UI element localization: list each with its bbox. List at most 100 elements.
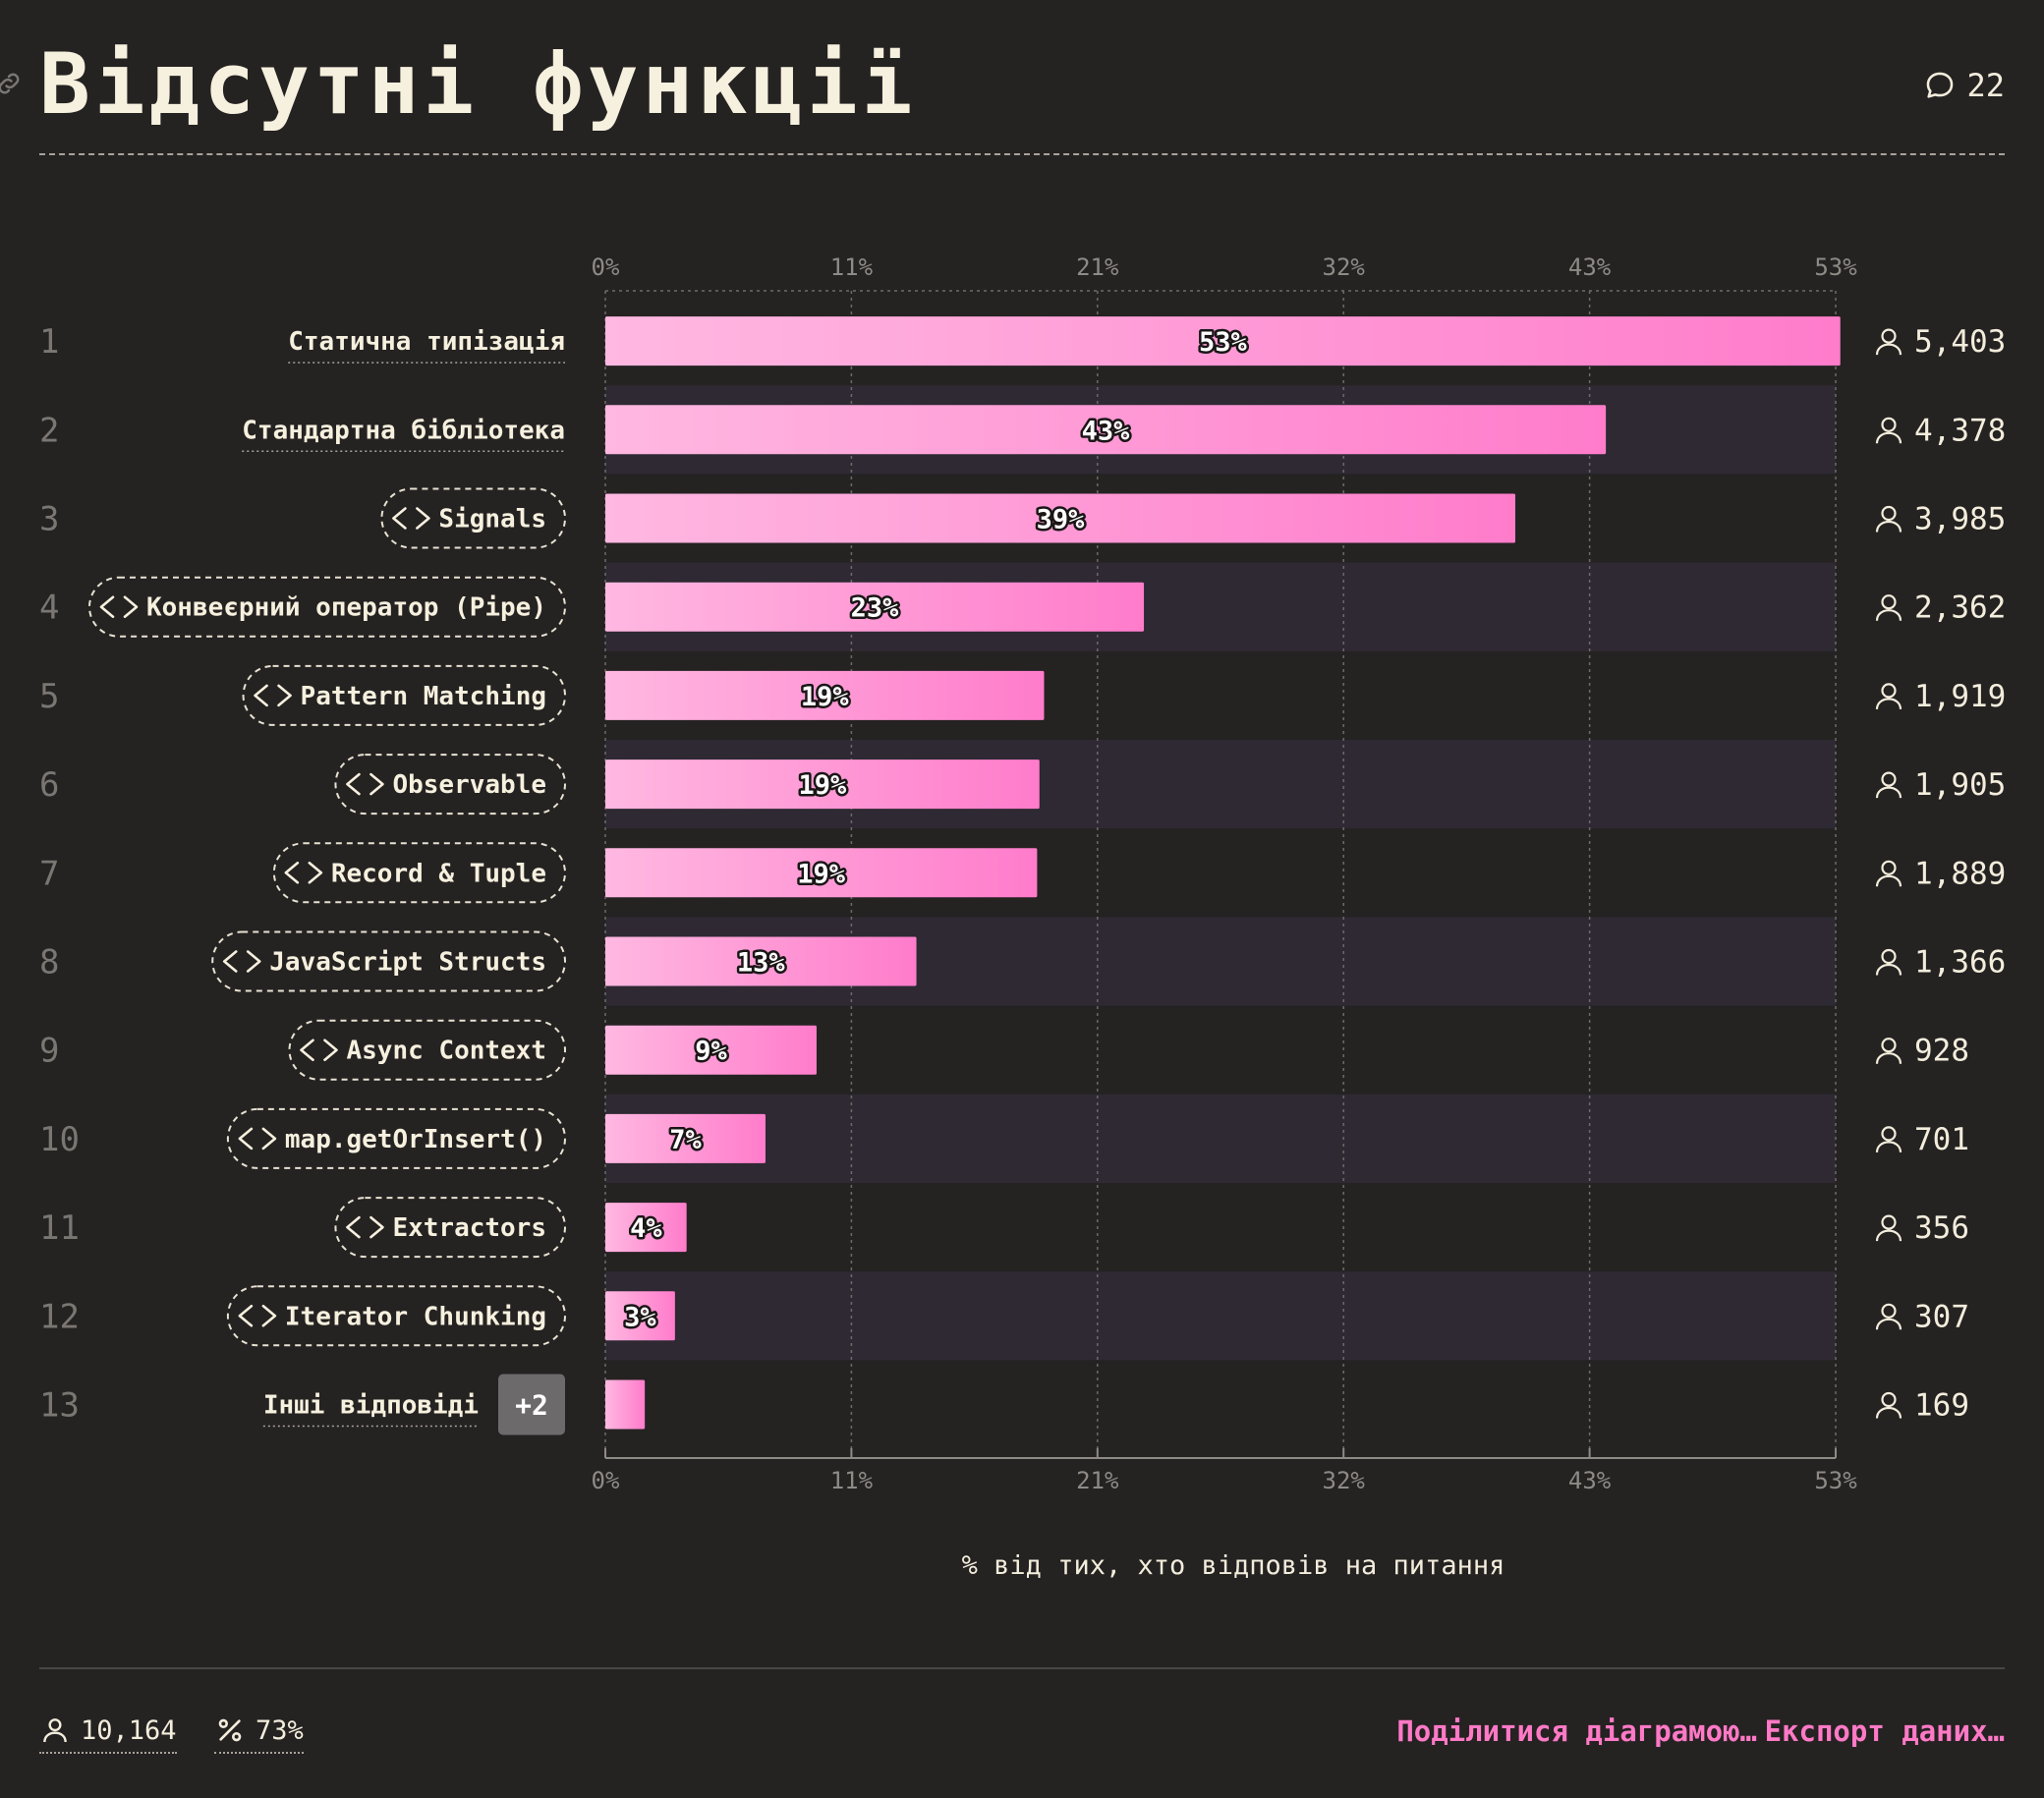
bar-value-label: 53% [1199,327,1248,358]
category-label: Інші відповіді [263,1391,479,1421]
bar [605,582,1145,632]
category-label: map.getOrInsert() [285,1125,546,1154]
code-icon [238,1305,277,1327]
x-tick-label-top: 11% [830,253,874,281]
bar [605,493,1516,543]
response-count: 1,905 [1914,767,2006,803]
page-title: Відсутні функції [39,35,917,134]
x-tick-label-bottom: 21% [1076,1467,1119,1494]
bar [605,936,917,986]
row-stripe [605,1271,1836,1361]
rank-number: 12 [39,1297,80,1336]
feature-pill [88,576,566,638]
category-label: Статична типізація [288,327,565,357]
rank-number: 6 [39,765,59,805]
category-label: Record & Tuple [331,859,546,888]
code-icon [346,1215,384,1239]
comments-button[interactable]: 22 [1923,67,2005,104]
category-label: Async Context [347,1037,547,1066]
rank-number: 13 [39,1386,80,1426]
bar [605,759,1040,810]
code-icon [300,1039,338,1061]
code-icon [254,684,292,707]
footer-divider [39,1667,2005,1669]
x-tick-label-bottom: 0% [592,1467,620,1494]
user-icon [1875,948,1902,976]
response-count: 928 [1914,1034,1969,1069]
response-count: 701 [1914,1122,1969,1157]
user-icon [1875,860,1902,887]
user-icon [43,1718,67,1743]
x-tick-label-top: 21% [1076,253,1119,281]
feature-pill [288,1019,566,1081]
respondents-stat[interactable]: 10,164 [39,1714,177,1754]
respondents-count: 10,164 [81,1714,177,1746]
bar-value-label: 19% [797,859,846,889]
x-tick-label-bottom: 53% [1814,1467,1857,1494]
x-axis-label: % від тих, хто відповів на питання [961,1550,1505,1581]
user-icon [1875,1391,1902,1419]
bar [605,1379,646,1430]
feature-pill [211,930,566,992]
share-chart-link[interactable]: Поділитися діаграмою… [1396,1714,1757,1748]
x-tick-label-top: 53% [1814,253,1857,281]
rank-number: 10 [39,1120,80,1159]
user-icon [1875,417,1902,444]
response-count: 307 [1914,1299,1969,1334]
rank-number: 11 [39,1208,80,1248]
category-label: Стандартна бібліотека [242,416,565,445]
rank-number: 9 [39,1032,59,1071]
bar-value-label: 3% [624,1302,656,1332]
response-count: 5,403 [1914,324,2006,360]
bar-value-label: 43% [1082,416,1131,446]
feature-pill [242,664,566,726]
feature-pill [226,1285,566,1347]
category-label: Extractors [392,1213,546,1243]
user-icon [1875,683,1902,709]
export-data-link[interactable]: Експорт даних… [1764,1714,2005,1748]
bar [605,1025,817,1075]
rank-number: 2 [39,411,59,450]
bar-value-label: 19% [798,770,847,801]
code-icon [99,595,139,618]
bar [605,848,1038,898]
bar-chart: 0%0%11%11%21%21%32%32%43%43%53%53% 53%43… [39,253,2006,1494]
rank-number: 7 [39,854,59,893]
bar [605,316,1841,366]
user-icon [1875,1303,1902,1330]
rank-number: 1 [39,322,59,362]
rank-number: 3 [39,500,59,539]
feature-pill [334,754,566,815]
bar [605,1203,687,1253]
x-tick-label-bottom: 43% [1568,1467,1612,1494]
percent-answered-value: 73% [256,1714,304,1746]
category-label: Signals [438,505,546,534]
bar [605,405,1607,455]
x-tick-label-top: 43% [1568,253,1612,281]
comment-count: 22 [1966,67,2005,104]
bar [605,1291,675,1341]
percent-icon [218,1718,242,1742]
more-answers-badge [498,1374,565,1435]
user-icon [1875,505,1902,533]
response-count: 1,889 [1914,856,2006,891]
response-count: 1,366 [1914,945,2006,981]
feature-pill [334,1197,566,1259]
link-icon[interactable] [0,69,24,98]
title-divider [39,153,2005,155]
response-count: 2,362 [1914,590,2006,626]
x-tick-label-bottom: 32% [1323,1467,1366,1494]
code-icon [284,862,323,884]
response-count: 356 [1914,1210,1969,1246]
x-tick-label-top: 0% [592,253,620,281]
bar [605,1113,766,1163]
comment-icon [1927,72,1954,98]
percent-answered-stat[interactable]: 73% [214,1714,304,1754]
bar-value-label: 7% [669,1125,702,1155]
bar-value-label: 19% [801,682,850,712]
row-stripe [605,1094,1836,1183]
response-count: 1,919 [1914,679,2006,714]
user-icon [1875,771,1902,799]
rank-number: 8 [39,943,59,983]
feature-pill [226,1107,566,1169]
